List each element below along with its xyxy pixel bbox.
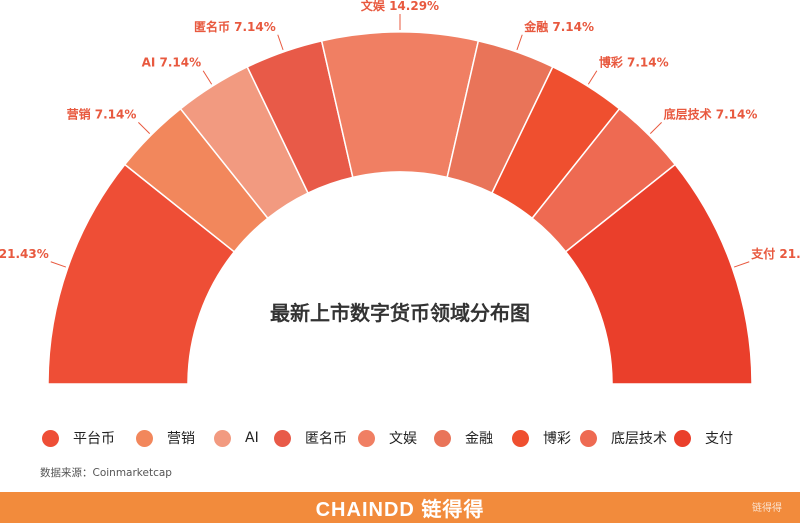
legend-swatch <box>674 429 691 447</box>
legend-item-4: 文娱 <box>358 424 417 452</box>
legend-label: 底层技术 <box>611 431 667 447</box>
leader-line-2 <box>202 70 213 85</box>
slice-label-0: 平台币 21.43% <box>0 246 49 261</box>
legend-label: 平台币 <box>73 431 115 447</box>
slice-label-3: 匿名币 7.14% <box>194 19 276 34</box>
legend-item-8: 支付 <box>674 424 733 452</box>
semi-donut-chart: 平台币 21.43% 营销 7.14% AI 7.14% 匿名币 7.14% 文娱 14… <box>0 0 800 385</box>
legend-swatch <box>358 429 375 447</box>
slice-label-7: 底层技术 7.14% <box>664 106 758 121</box>
legend-swatch <box>512 429 529 447</box>
leader-line-6 <box>587 70 598 85</box>
legend-item-7: 底层技术 <box>580 424 667 452</box>
leader-line-3 <box>277 34 284 51</box>
leader-line-7 <box>649 121 662 135</box>
legend-label: 营销 <box>167 431 195 447</box>
legend-item-0: 平台币 <box>42 424 115 452</box>
slice-label-8: 支付 21.43% <box>750 246 800 261</box>
leader-line-1 <box>138 121 151 135</box>
chart-title: 最新上市数字货币领域分布图 <box>270 301 530 325</box>
slice-label-1: 营销 7.14% <box>67 106 137 121</box>
legend-label: 金融 <box>465 431 493 447</box>
legend-item-1: 营销 <box>136 424 195 452</box>
legend-item-3: 匿名币 <box>274 424 347 452</box>
legend-label: 支付 <box>705 431 733 447</box>
legend-label: 博彩 <box>543 431 571 447</box>
source-note: 数据来源：Coinmarketcap <box>40 467 172 479</box>
slice-label-5: 金融 7.14% <box>523 19 594 34</box>
leader-line-0 <box>50 261 67 268</box>
legend-item-2: AI <box>214 424 259 452</box>
footer-bar: CHAINDD 链得得 链得得 <box>0 492 800 523</box>
footer-brand: CHAINDD 链得得 <box>315 499 485 521</box>
slice-label-2: AI 7.14% <box>142 56 202 70</box>
legend-item-6: 博彩 <box>512 424 571 452</box>
legend-swatch <box>274 429 291 447</box>
legend-swatch <box>434 429 451 447</box>
slice-label-6: 博彩 7.14% <box>599 55 669 70</box>
legend-swatch <box>136 429 153 447</box>
legend-swatch <box>580 429 597 447</box>
legend-label: 文娱 <box>389 431 417 447</box>
legend-label: AI <box>245 430 259 446</box>
legend: 平台币 营销 AI 匿名币 文娱 金融 博彩 底层技术 支付 <box>0 424 800 452</box>
leader-line-8 <box>733 261 750 268</box>
slice-label-4: 文娱 14.29% <box>361 0 439 13</box>
leader-line-5 <box>516 34 523 51</box>
slice-8 <box>564 163 753 385</box>
legend-item-5: 金融 <box>434 424 493 452</box>
legend-swatch <box>42 429 59 447</box>
legend-swatch <box>214 429 231 447</box>
footer-corner-logo: 链得得 <box>752 503 782 514</box>
legend-label: 匿名币 <box>305 431 347 447</box>
